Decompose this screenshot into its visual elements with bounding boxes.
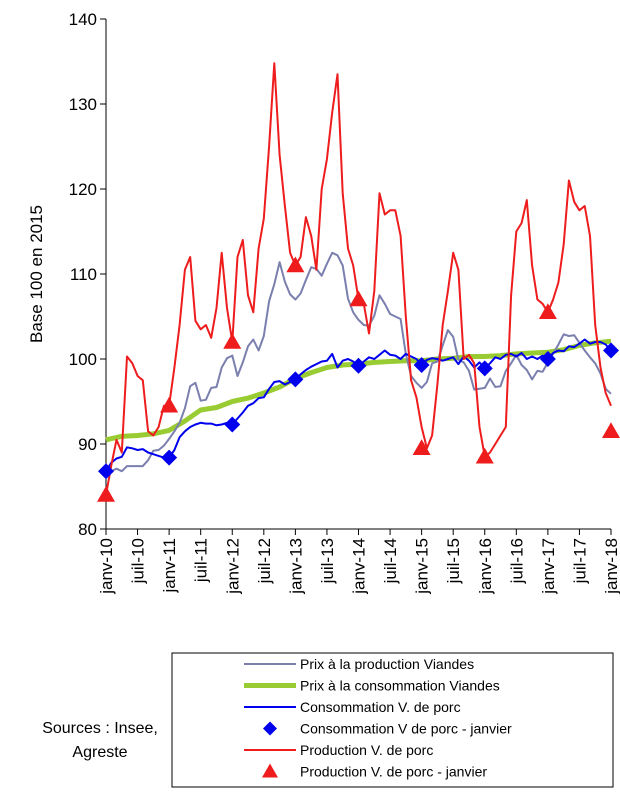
- legend-swatch: [262, 763, 278, 778]
- sources-line-1: Sources : Insee,: [42, 720, 158, 737]
- series-layer: [105, 62, 612, 496]
- y-tick-label: 110: [70, 265, 97, 284]
- diamond-marker: [287, 371, 304, 388]
- x-tick-label: juil-10: [129, 538, 148, 584]
- legend-label: Production V. de porc - janvier: [300, 764, 487, 780]
- triangle-marker: [475, 447, 494, 464]
- legend-label: Prix à la consommation Viandes: [300, 678, 500, 694]
- x-tick-label: janv-17: [539, 538, 558, 595]
- series-line-1: [105, 338, 612, 443]
- x-tick-label: janv-14: [350, 538, 369, 595]
- y-tick-label: 130: [69, 95, 97, 114]
- triangle-marker: [349, 290, 368, 307]
- diamond-marker: [539, 351, 556, 367]
- x-tick-label: juil-14: [381, 538, 400, 584]
- diamond-marker: [603, 342, 619, 359]
- diamond-marker: [161, 449, 178, 466]
- diamond-marker: [413, 356, 430, 373]
- markers-layer: [97, 256, 620, 502]
- x-tick-label: janv-11: [160, 538, 179, 594]
- series-line-4: [105, 62, 612, 496]
- triangle-marker: [602, 422, 620, 438]
- y-tick-label: 90: [78, 435, 97, 454]
- legend-box: [171, 652, 614, 788]
- x-tick-label: janv-12: [223, 538, 242, 595]
- x-tick-label: juil-11: [192, 538, 211, 583]
- x-tick-label: juil-17: [570, 538, 589, 584]
- x-tick-label: janv-18: [602, 538, 620, 595]
- diamond-marker: [350, 357, 367, 374]
- x-tick-label: janv-15: [413, 538, 432, 595]
- y-tick-label: 120: [69, 180, 97, 199]
- x-tick-label: juil-12: [255, 538, 274, 584]
- y-tick-label: 140: [69, 10, 97, 29]
- legend-label: Prix à la production Viandes: [300, 656, 474, 672]
- triangle-marker: [223, 333, 242, 349]
- diamond-marker: [98, 463, 114, 480]
- triangle-marker: [160, 396, 179, 413]
- y-tick-label: 80: [78, 520, 97, 539]
- x-tick-label: janv-13: [286, 538, 305, 595]
- axes: 80 90 100 110 120 130 140 janv-10 juil-10 janv-11…: [69, 10, 620, 595]
- x-tick-label: juil-15: [444, 538, 463, 584]
- x-tick-label: janv-16: [476, 538, 495, 595]
- triangle-marker: [538, 303, 557, 319]
- legend-swatch: [263, 721, 277, 736]
- y-tick-label: 100: [69, 350, 97, 369]
- legend-label: Consommation V. de porc: [300, 699, 461, 715]
- triangle-marker: [97, 486, 115, 502]
- legend: Prix à la production Viandes Prix à la co…: [171, 652, 614, 788]
- series-line-0: [106, 251, 612, 473]
- diamond-marker: [476, 360, 493, 377]
- legend-label: Production V. de porc: [300, 742, 433, 758]
- x-tick-label: janv-10: [97, 538, 116, 595]
- x-tick-label: juil-16: [507, 538, 526, 584]
- x-tick-label: juil-13: [318, 538, 337, 584]
- sources-line-2: Agreste: [72, 744, 128, 761]
- triangle-marker: [286, 256, 305, 273]
- y-axis-label: Base 100 en 2015: [27, 205, 46, 343]
- triangle-marker: [412, 439, 431, 455]
- legend-label: Consommation V de porc - janvier: [300, 721, 512, 737]
- diamond-marker: [224, 416, 241, 433]
